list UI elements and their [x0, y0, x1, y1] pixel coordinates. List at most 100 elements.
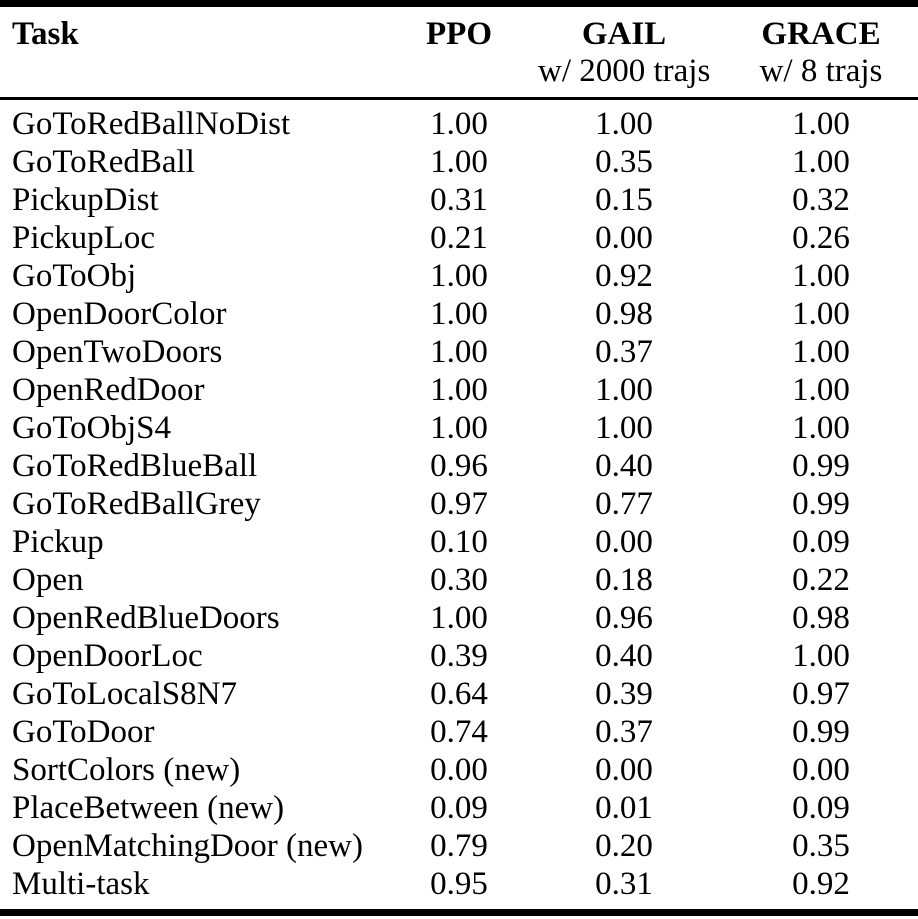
gail-value-cell: 0.77 [595, 486, 653, 522]
table-row: PickupLoc 0.21 0.00 0.26 [0, 219, 918, 257]
ppo-value-cell: 0.64 [430, 676, 488, 712]
ppo-value-cell: 0.96 [430, 448, 488, 484]
column-label-gail: GAIL [581, 16, 667, 52]
ppo-value-cell: 1.00 [430, 600, 488, 636]
gail-value-cell: 0.00 [595, 752, 653, 788]
ppo-value-cell: 0.00 [430, 752, 488, 788]
grace-value-cell: 1.00 [792, 258, 850, 294]
task-name-cell: OpenDoorColor [12, 296, 227, 332]
grace-value-cell: 0.22 [792, 562, 850, 598]
ppo-value-cell: 1.00 [430, 372, 488, 408]
task-name-cell: OpenDoorLoc [12, 638, 203, 674]
task-name-cell: GoToRedBlueBall [12, 448, 258, 484]
grace-value-cell: 0.09 [792, 524, 850, 560]
gail-value-cell: 0.40 [595, 638, 653, 674]
ppo-value-cell: 0.31 [430, 182, 488, 218]
table-row: OpenDoorColor 1.00 0.98 1.00 [0, 295, 918, 333]
table-row: GoToRedBallNoDist 1.00 1.00 1.00 [0, 99, 918, 144]
gail-value-cell: 1.00 [595, 410, 653, 446]
gail-value-cell: 0.00 [595, 524, 653, 560]
table-row: PickupDist 0.31 0.15 0.32 [0, 181, 918, 219]
column-sublabel-ppo [380, 53, 538, 90]
task-name-cell: GoToRedBallGrey [12, 486, 261, 522]
column-header-ppo: PPO [380, 3, 538, 100]
table-body: GoToRedBallNoDist 1.00 1.00 1.00 GoToRedBall… [0, 99, 918, 913]
gail-value-cell: 0.18 [595, 562, 653, 598]
table-row: OpenRedDoor 1.00 1.00 1.00 [0, 371, 918, 409]
ppo-value-cell: 1.00 [430, 106, 488, 142]
table-row: Pickup 0.10 0.00 0.09 [0, 523, 918, 561]
ppo-value-cell: 1.00 [430, 296, 488, 332]
table-row: GoToDoor 0.74 0.37 0.99 [0, 713, 918, 751]
ppo-value-cell: 1.00 [430, 144, 488, 180]
ppo-value-cell: 1.00 [430, 410, 488, 446]
gail-value-cell: 0.92 [595, 258, 653, 294]
gail-value-cell: 0.35 [595, 144, 653, 180]
header-row: Task PPO GAIL w/ 2000 trajs GRACE w/ 8 t… [0, 3, 918, 100]
table-row: GoToObj 1.00 0.92 1.00 [0, 257, 918, 295]
column-header-grace: GRACE w/ 8 trajs [710, 3, 918, 100]
gail-value-cell: 0.31 [595, 866, 653, 902]
gail-value-cell: 1.00 [595, 106, 653, 142]
gail-value-cell: 1.00 [595, 372, 653, 408]
task-name-cell: GoToObjS4 [12, 410, 172, 446]
ppo-value-cell: 0.97 [430, 486, 488, 522]
table-row: OpenRedBlueDoors 1.00 0.96 0.98 [0, 599, 918, 637]
table-row: OpenTwoDoors 1.00 0.37 1.00 [0, 333, 918, 371]
task-name-cell: OpenTwoDoors [12, 334, 223, 370]
table-row: SortColors (new) 0.00 0.00 0.00 [0, 751, 918, 789]
table-row: GoToRedBallGrey 0.97 0.77 0.99 [0, 485, 918, 523]
grace-value-cell: 0.99 [792, 486, 850, 522]
grace-value-cell: 0.00 [792, 752, 850, 788]
column-sublabel-task [12, 53, 380, 90]
column-header-gail: GAIL w/ 2000 trajs [538, 3, 710, 100]
task-name-cell: GoToLocalS8N7 [12, 676, 237, 712]
task-name-cell: OpenMatchingDoor (new) [12, 828, 363, 864]
column-sublabel-gail: w/ 2000 trajs [538, 53, 710, 89]
gail-value-cell: 0.40 [595, 448, 653, 484]
task-name-cell: OpenRedBlueDoors [12, 600, 280, 636]
table-row: GoToObjS4 1.00 1.00 1.00 [0, 409, 918, 447]
grace-value-cell: 0.99 [792, 714, 850, 750]
grace-value-cell: 1.00 [792, 296, 850, 332]
grace-value-cell: 1.00 [792, 334, 850, 370]
gail-value-cell: 0.37 [595, 714, 653, 750]
task-name-cell: Pickup [12, 524, 104, 560]
column-label-ppo: PPO [426, 16, 492, 52]
ppo-value-cell: 1.00 [430, 334, 488, 370]
task-name-cell: GoToRedBall [12, 144, 195, 180]
ppo-value-cell: 0.79 [430, 828, 488, 864]
grace-value-cell: 0.32 [792, 182, 850, 218]
column-label-task: Task [12, 16, 79, 52]
task-name-cell: GoToRedBallNoDist [12, 106, 291, 142]
column-sublabel-grace: w/ 8 trajs [759, 53, 883, 89]
gail-value-cell: 0.20 [595, 828, 653, 864]
grace-value-cell: 0.99 [792, 448, 850, 484]
gail-value-cell: 0.39 [595, 676, 653, 712]
ppo-value-cell: 0.09 [430, 790, 488, 826]
grace-value-cell: 0.92 [792, 866, 850, 902]
gail-value-cell: 0.00 [595, 220, 653, 256]
task-name-cell: OpenRedDoor [12, 372, 205, 408]
table-row: OpenMatchingDoor (new) 0.79 0.20 0.35 [0, 827, 918, 865]
ppo-value-cell: 1.00 [430, 258, 488, 294]
gail-value-cell: 0.15 [595, 182, 653, 218]
gail-value-cell: 0.96 [595, 600, 653, 636]
table-row: Multi-task 0.95 0.31 0.92 [0, 865, 918, 913]
grace-value-cell: 0.97 [792, 676, 850, 712]
ppo-value-cell: 0.30 [430, 562, 488, 598]
task-name-cell: GoToDoor [12, 714, 155, 750]
table-row: GoToRedBlueBall 0.96 0.40 0.99 [0, 447, 918, 485]
task-name-cell: Open [12, 562, 84, 598]
task-name-cell: PickupDist [12, 182, 159, 218]
task-name-cell: PickupLoc [12, 220, 155, 256]
column-label-grace: GRACE [761, 16, 881, 52]
task-name-cell: Multi-task [12, 866, 150, 902]
table-row: PlaceBetween (new) 0.09 0.01 0.09 [0, 789, 918, 827]
grace-value-cell: 1.00 [792, 372, 850, 408]
task-name-cell: SortColors (new) [12, 752, 241, 788]
grace-value-cell: 1.00 [792, 106, 850, 142]
grace-value-cell: 0.26 [792, 220, 850, 256]
ppo-value-cell: 0.95 [430, 866, 488, 902]
